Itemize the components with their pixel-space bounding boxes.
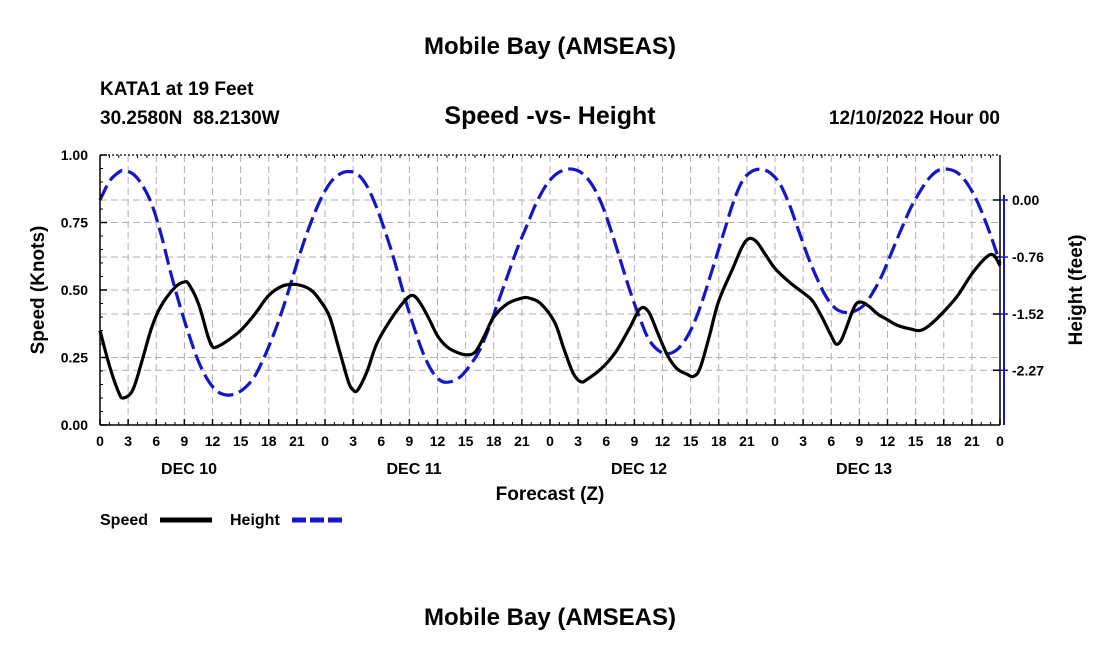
y-left-tick-label: 1.00 [61, 147, 88, 163]
day-label: DEC 11 [386, 461, 441, 478]
x-tick-label: 6 [827, 433, 835, 449]
station-coords: 30.2580N 88.2130W [100, 108, 280, 129]
chart-main-title: Mobile Bay (AMSEAS) [424, 33, 676, 60]
y-left-tick-label: 0.25 [61, 350, 88, 366]
chart-subtitle: Speed -vs- Height [444, 102, 656, 130]
x-tick-label: 0 [546, 433, 554, 449]
legend-speed-label: Speed [100, 512, 148, 529]
x-tick-label: 0 [771, 433, 779, 449]
x-tick-label: 15 [458, 433, 474, 449]
day-label: DEC 12 [611, 461, 667, 478]
axis-layer: 0 3 6 9 12 15 18 21 0 3 6 9 12 15 18 21 0 3 6 9 12 15 18 21 0 3 6 9… [61, 147, 1044, 478]
x-tick-label: 6 [152, 433, 160, 449]
x-tick-label: 15 [683, 433, 699, 449]
day-label: DEC 10 [161, 461, 217, 478]
legend: Speed Height [100, 512, 342, 529]
grid-layer [100, 155, 1000, 425]
x-tick-label: 18 [711, 433, 727, 449]
x-tick-label: 21 [964, 433, 980, 449]
x-tick-label: 3 [124, 433, 132, 449]
x-tick-label: 3 [574, 433, 582, 449]
x-tick-label: 9 [630, 433, 638, 449]
x-tick-label: 0 [96, 433, 104, 449]
x-tick-label: 6 [377, 433, 385, 449]
series-line-speed [98, 236, 1002, 400]
y-right-tick-label: -2.27 [1012, 362, 1044, 378]
x-tick-label: 0 [996, 433, 1004, 449]
x-tick-label: 12 [430, 433, 446, 449]
y-left-tick-label: 0.75 [61, 215, 88, 231]
y-right-tick-label: -1.52 [1012, 306, 1044, 322]
x-tick-label: 18 [936, 433, 952, 449]
x-tick-label: 3 [799, 433, 807, 449]
x-tick-label: 9 [405, 433, 413, 449]
y-axis-right-title: Height (feet) [1066, 235, 1087, 346]
x-axis-title: Forecast (Z) [496, 484, 605, 505]
x-tick-label: 12 [655, 433, 671, 449]
y-right-tick-label: 0.00 [1012, 192, 1039, 208]
x-tick-label: 12 [880, 433, 896, 449]
x-tick-label: 21 [514, 433, 530, 449]
series-layer [98, 167, 1002, 400]
x-tick-label: 9 [180, 433, 188, 449]
x-tick-label: 21 [289, 433, 305, 449]
y-axis-left-title: Speed (Knots) [28, 226, 49, 355]
day-label: DEC 13 [836, 461, 892, 478]
x-tick-label: 3 [349, 433, 357, 449]
x-tick-label: 15 [233, 433, 249, 449]
y-left-tick-label: 0.00 [61, 417, 88, 433]
x-tick-label: 15 [908, 433, 924, 449]
station-label: KATA1 at 19 Feet [100, 79, 254, 100]
x-tick-label: 18 [486, 433, 502, 449]
x-tick-label: 21 [739, 433, 755, 449]
legend-height-label: Height [230, 512, 280, 529]
y-right-tick-label: -0.76 [1012, 249, 1044, 265]
footer-title: Mobile Bay (AMSEAS) [424, 604, 676, 631]
x-tick-label: 6 [602, 433, 610, 449]
x-tick-label: 18 [261, 433, 277, 449]
x-tick-label: 9 [855, 433, 863, 449]
x-tick-label: 0 [321, 433, 329, 449]
x-tick-label: 12 [205, 433, 221, 449]
y-left-tick-label: 0.50 [61, 282, 88, 298]
forecast-date: 12/10/2022 Hour 00 [829, 108, 1000, 129]
